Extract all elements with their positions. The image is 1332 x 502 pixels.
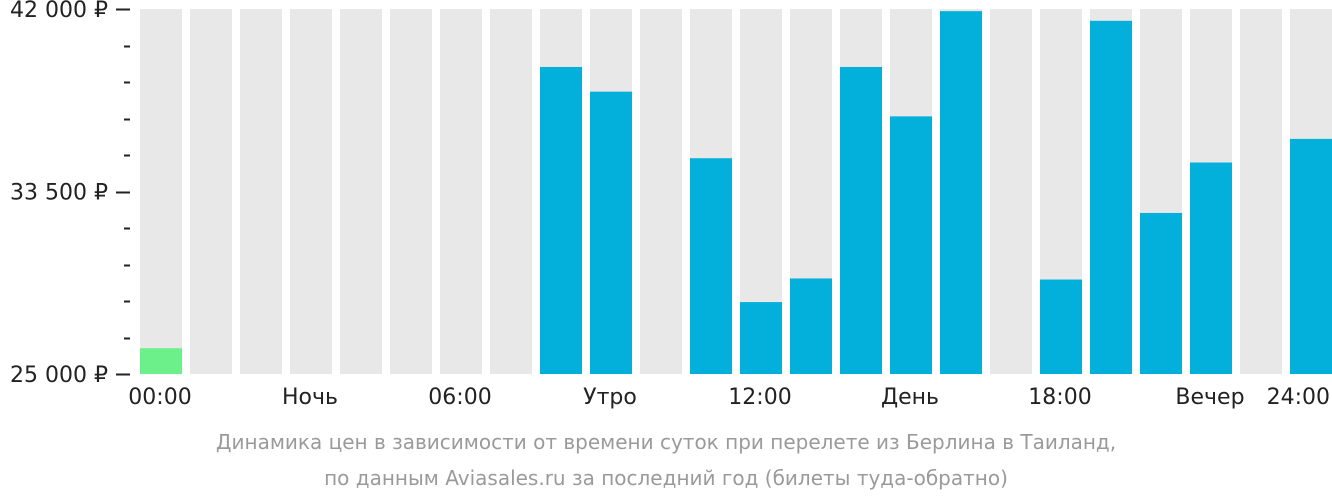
x-tick-label: 24:00 bbox=[1267, 385, 1330, 410]
price-bar-13[interactable] bbox=[790, 278, 832, 374]
hour-column-17 bbox=[990, 9, 1032, 374]
chart-caption-line-1: Динамика цен в зависимости от времени су… bbox=[215, 430, 1117, 454]
hour-column-7 bbox=[490, 9, 532, 374]
y-tick-label: 42 000 ₽ bbox=[10, 0, 108, 23]
price-bar-9[interactable] bbox=[590, 91, 632, 374]
hour-column-6 bbox=[440, 9, 482, 374]
x-tick-label: Ночь bbox=[282, 385, 338, 410]
hour-column-3 bbox=[290, 9, 332, 374]
price-bar-20[interactable] bbox=[1140, 212, 1182, 374]
y-axis: 42 000 ₽ 33 500 ₽ 25 000 ₽ bbox=[10, 0, 130, 388]
price-by-hour-chart: 42 000 ₽ 33 500 ₽ 25 000 ₽ 00:00 Ночь 06:00 У… bbox=[10, 0, 1332, 410]
x-tick-label: 18:00 bbox=[1028, 385, 1091, 410]
price-bar-15[interactable] bbox=[890, 116, 932, 375]
price-bar-16[interactable] bbox=[940, 11, 982, 374]
price-bars bbox=[140, 11, 1332, 375]
hour-column-10 bbox=[640, 9, 682, 374]
x-tick-label: Вечер bbox=[1175, 385, 1244, 410]
hour-column-0 bbox=[140, 9, 182, 374]
hour-column-4 bbox=[340, 9, 382, 374]
x-tick-label: День bbox=[881, 385, 939, 410]
y-tick-label: 25 000 ₽ bbox=[10, 363, 108, 388]
x-tick-label: 00:00 bbox=[128, 385, 191, 410]
x-tick-label: 06:00 bbox=[428, 385, 491, 410]
price-bar-8[interactable] bbox=[540, 66, 582, 375]
price-bar-21[interactable] bbox=[1190, 162, 1232, 374]
price-bar-23[interactable] bbox=[1290, 138, 1332, 374]
hour-column-2 bbox=[240, 9, 282, 374]
chart-caption-line-2: по данным Aviasales.ru за последний год … bbox=[324, 466, 1008, 490]
x-axis: 00:00 Ночь 06:00 Утро 12:00 День 18:00 Вечер 24:… bbox=[128, 385, 1330, 410]
x-tick-label: 12:00 bbox=[728, 385, 791, 410]
hour-column-5 bbox=[390, 9, 432, 374]
price-bar-11[interactable] bbox=[690, 158, 732, 374]
price-bar-0[interactable] bbox=[140, 348, 182, 374]
hour-column-22 bbox=[1240, 9, 1282, 374]
price-bar-12[interactable] bbox=[740, 302, 782, 374]
y-tick-label: 33 500 ₽ bbox=[10, 181, 108, 206]
price-bar-14[interactable] bbox=[840, 66, 882, 375]
hour-column-1 bbox=[190, 9, 232, 374]
price-bar-18[interactable] bbox=[1040, 279, 1082, 374]
x-tick-label: Утро bbox=[583, 385, 637, 410]
price-bar-19[interactable] bbox=[1090, 20, 1132, 374]
